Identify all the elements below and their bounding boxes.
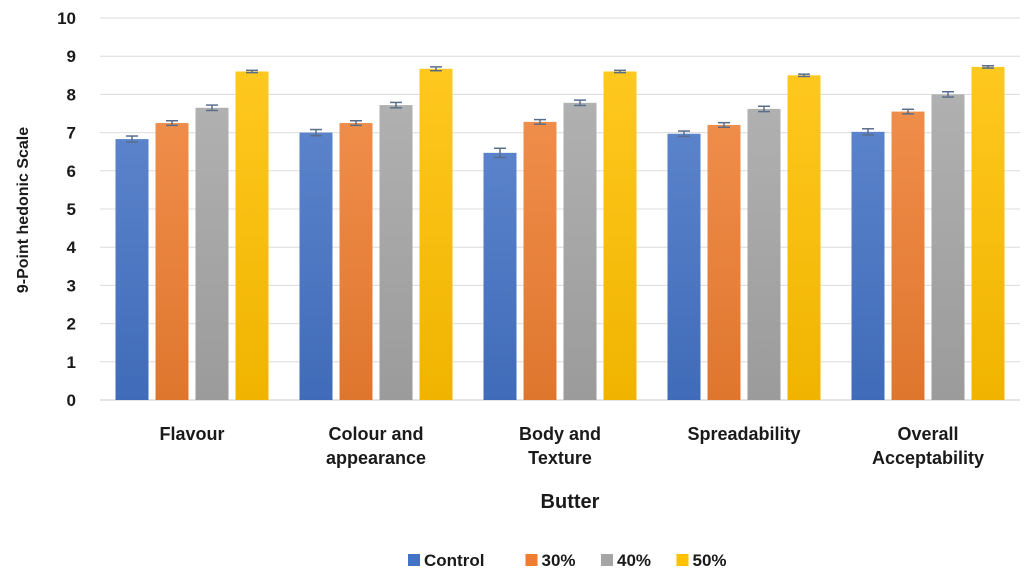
bar: [707, 124, 741, 401]
y-tick-label: 3: [67, 276, 76, 295]
bar: [419, 68, 453, 400]
error-bar: [942, 90, 954, 98]
bar: [339, 123, 373, 401]
x-axis-categories: Flavour Colour and appearance Body and Textu…: [159, 424, 984, 468]
y-tick-label: 8: [67, 85, 76, 104]
y-axis-title: 9-Point hedonic Scale: [15, 127, 32, 293]
legend-swatch: [601, 554, 613, 566]
bar: [379, 105, 413, 400]
error-bar: [902, 108, 914, 115]
x-category-label: Body and Texture: [519, 424, 601, 468]
bar: [563, 102, 597, 400]
error-bar: [718, 121, 730, 129]
legend-label: 40%: [617, 551, 651, 570]
x-category-label: Spreadability: [687, 424, 800, 444]
error-bar: [758, 105, 770, 113]
error-bars: [126, 65, 994, 159]
error-bar: [494, 147, 506, 159]
y-tick-label: 7: [67, 124, 76, 143]
bar: [235, 71, 269, 400]
bar: [787, 75, 821, 401]
y-tick-label: 1: [67, 353, 76, 372]
error-bar: [798, 73, 810, 78]
legend-item: 30%: [525, 551, 576, 570]
bar: [299, 132, 333, 400]
y-tick-label: 5: [67, 200, 76, 219]
bars: [115, 66, 1005, 401]
legend-label: Control: [424, 551, 484, 570]
bar: [155, 123, 189, 401]
bar: [195, 107, 229, 401]
bar: [483, 152, 517, 400]
x-category-label: Flavour: [159, 424, 224, 444]
legend-swatch: [525, 554, 538, 566]
legend-item: 50%: [676, 551, 727, 570]
y-tick-label: 9: [67, 47, 76, 66]
error-bar: [574, 99, 586, 107]
bar: [523, 121, 557, 401]
bar: [851, 131, 885, 400]
error-bar: [350, 120, 362, 127]
bar: [931, 94, 965, 401]
error-bar: [246, 69, 258, 74]
error-bar: [166, 120, 178, 127]
y-tick-label: 10: [57, 9, 76, 28]
legend-label: 50%: [693, 551, 727, 570]
error-bar: [862, 128, 874, 136]
y-tick-label: 0: [67, 391, 76, 410]
x-axis-title: Butter: [541, 491, 600, 513]
y-tick-label: 2: [67, 315, 76, 334]
error-bar: [614, 69, 626, 74]
legend-item: 40%: [601, 551, 651, 570]
bar: [603, 71, 637, 400]
error-bar: [206, 104, 218, 112]
bar: [971, 66, 1005, 400]
error-bar: [126, 135, 138, 143]
x-category-label: Overall Acceptability: [872, 424, 984, 468]
legend-swatch: [408, 554, 420, 566]
bar: [891, 111, 925, 400]
y-axis-ticks: 0 1 2 3 4 5 6 7 8 9 10: [57, 9, 76, 410]
legend-swatch: [676, 554, 689, 566]
y-tick-label: 6: [67, 162, 76, 181]
error-bar: [310, 128, 322, 137]
error-bar: [982, 65, 994, 69]
error-bar: [534, 118, 546, 125]
legend-label: 30%: [542, 551, 576, 570]
error-bar: [430, 66, 442, 72]
legend: Control 30% 40% 50%: [408, 551, 727, 570]
error-bar: [390, 101, 402, 109]
error-bar: [678, 130, 690, 138]
x-category-label: Colour and appearance: [326, 424, 426, 468]
y-tick-label: 4: [67, 238, 77, 257]
bar: [747, 108, 781, 400]
bar: [667, 133, 701, 400]
legend-item: Control: [408, 551, 484, 570]
bar: [115, 139, 149, 400]
